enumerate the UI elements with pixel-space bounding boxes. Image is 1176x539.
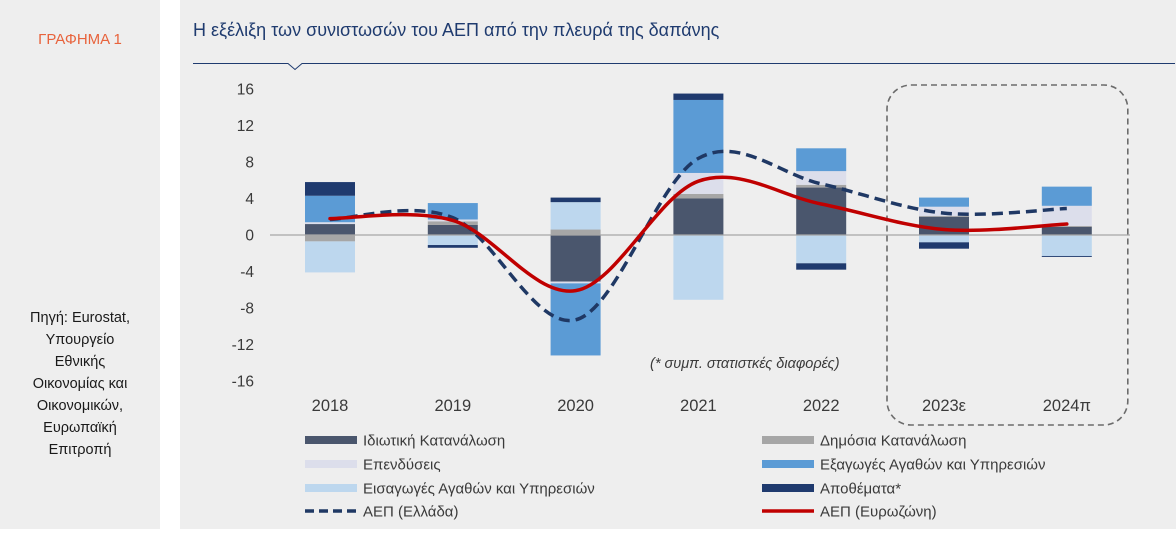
bar-exports-2021 [673,99,724,173]
chart-title: Η εξέλιξη των συνιστωσών του ΑΕΠ από την… [193,20,720,40]
y-tick-label-minus-16: -16 [232,374,254,391]
legend-label-imports: Εισαγωγές Αγαθών και Υπηρεσιών [363,481,595,498]
footnote-annotation: (* συμπ. στατιστκές διαφορές) [650,356,840,372]
bar-public-consumption-2022 [796,184,847,188]
bar-imports-2019 [427,235,478,246]
figure-label: ΓΡΑΦΗΜΑ 1 [38,31,122,48]
x-tick-label-2019: 2019 [434,397,471,415]
bar-private-consumption-2018 [305,224,355,235]
bar-investment-2018 [305,222,355,225]
bar-public-consumption-2020 [550,229,601,235]
legend-label-private-consumption: Ιδιωτική Κατανάλωση [363,433,505,450]
bar-exports-2024 [1041,186,1092,206]
bar-investment-2023 [919,206,969,216]
bar-public-consumption-2023 [919,215,969,217]
source-line: Πηγή: Eurostat, [30,310,130,326]
bar-imports-2018 [305,241,355,273]
source-note: Πηγή: Eurostat, Υπουργείο Εθνικής Οικονο… [0,307,160,461]
bar-public-consumption-2019 [427,221,478,225]
legend-label-exports: Εξαγωγές Αγαθών και Υπηρεσιών [820,457,1046,474]
bar-public-consumption-2018 [305,235,355,242]
legend-label-inventories: Αποθέματα* [820,481,901,498]
source-line: Ευρωπαϊκή [43,420,117,436]
bar-exports-2020 [550,283,601,356]
y-tick-label-8: 8 [245,155,254,172]
source-line: Οικονομίας και [32,376,128,392]
bar-investment-2020 [550,281,601,284]
source-line: Υπουργείο [45,332,115,348]
y-tick-label-minus-4: -4 [240,264,254,281]
bar-imports-2023 [919,235,969,243]
bar-imports-2022 [796,235,847,264]
legend-label-public-consumption: Δημόσια Κατανάλωση [820,433,966,450]
bar-inventories-2023 [919,242,969,249]
gdp-eurozone-line [328,175,1069,293]
bar-inventories-2024 [1041,255,1092,257]
y-tick-label-0: 0 [245,228,254,245]
bar-inventories-2021 [673,93,724,100]
bar-imports-2021 [673,235,724,300]
sidebar-panel: ΓΡΑΦΗΜΑ 1 Πηγή: Eurostat, Υπουργείο Εθνι… [0,0,160,529]
y-tick-label-16: 16 [237,82,254,99]
bar-imports-2020 [550,202,601,230]
x-tick-label-2024: 2024π [1043,397,1091,415]
bar-private-consumption-2020 [550,235,601,282]
legend-swatch-inventories [762,484,814,492]
legend-swatch-investment [305,460,357,468]
y-tick-label-minus-8: -8 [240,301,254,318]
x-tick-label-2020: 2020 [557,397,594,415]
y-tick-label-minus-12: -12 [232,337,254,354]
x-tick-label-2023: 2023ε [922,397,967,415]
x-tick-label-2018: 2018 [312,397,349,415]
bar-inventories-2022 [796,263,847,270]
legend-swatch-exports [762,460,814,468]
source-line: Οικονομικών, [36,398,124,414]
bar-private-consumption-2024 [1041,226,1092,235]
bar-exports-2023 [919,197,969,207]
y-tick-label-12: 12 [237,118,254,135]
bar-private-consumption-2022 [796,187,847,235]
bar-inventories-2019 [427,245,478,248]
bar-private-consumption-2019 [427,224,478,235]
bar-private-consumption-2021 [673,198,724,235]
x-tick-label-2022: 2022 [803,397,840,415]
bar-public-consumption-2021 [673,193,724,199]
forecast-highlight-box [886,84,1129,426]
bar-investment-2024 [1041,205,1092,226]
gdp-greece-line [329,149,1067,323]
bar-imports-2024 [1041,235,1092,256]
legend-swatch-public-consumption [762,436,814,444]
bar-public-consumption-2024 [1041,225,1092,227]
legend-label-gdp-greece: ΑΕΠ (Ελλάδα) [363,504,458,521]
legend-label-investment: Επενδύσεις [363,457,441,474]
source-line: Εθνικής [54,354,106,370]
bar-inventories-2020 [550,197,601,203]
legend-swatch-imports [305,484,357,492]
bar-investment-2022 [796,171,847,185]
source-line: Επιτροπή [48,442,112,458]
title-underline [193,63,1175,71]
legend-swatch-private-consumption [305,436,357,444]
bar-inventories-2018 [305,182,355,196]
y-tick-label-4: 4 [245,191,254,208]
legend-label-gdp-eurozone: ΑΕΠ (Ευρωζώνη) [820,504,937,521]
x-tick-label-2021: 2021 [680,397,717,415]
bar-exports-2022 [796,148,847,172]
